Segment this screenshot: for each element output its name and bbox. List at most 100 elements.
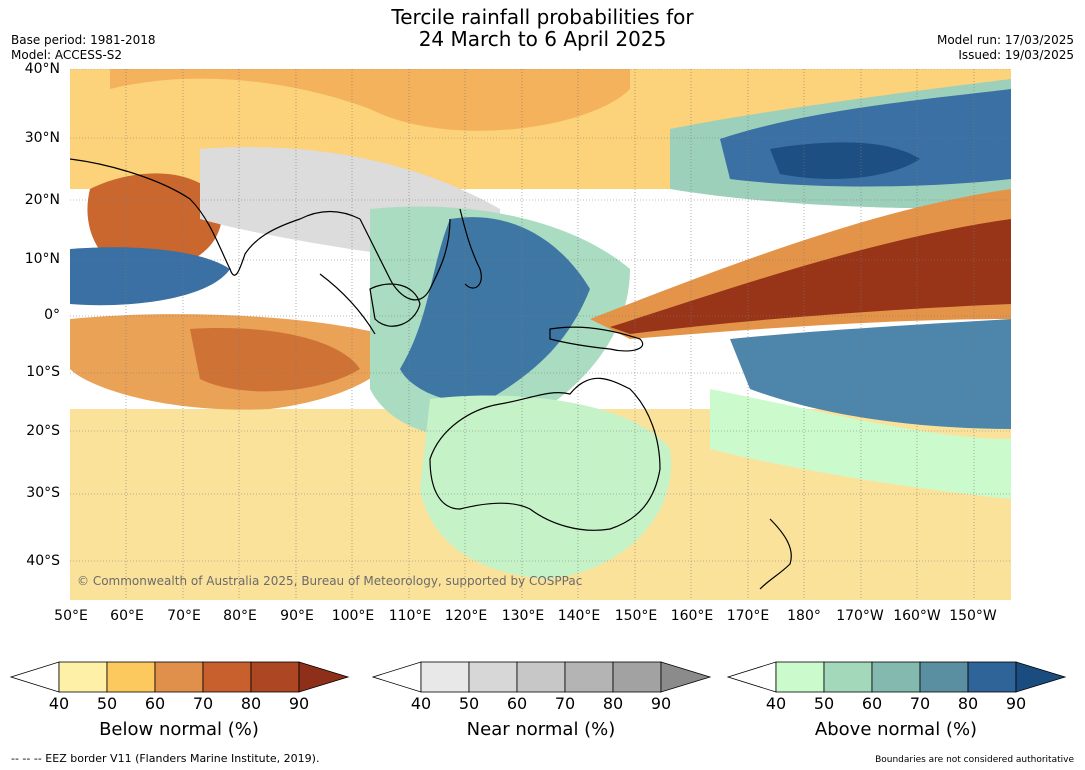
- lat-label: 40°S: [26, 553, 60, 569]
- colorbar-extend-low: [727, 661, 777, 693]
- field-north-deep: [110, 69, 630, 131]
- lon-label: 170°W: [836, 608, 884, 624]
- lon-label: 160°W: [893, 608, 941, 624]
- coast-philippines: [459, 208, 482, 289]
- colorbar-above-svg: [727, 661, 1067, 693]
- colorbar-extend-high: [298, 661, 350, 693]
- lon-label: 170°E: [726, 608, 770, 624]
- colorbar-segment: [154, 661, 204, 693]
- lon-label: 130°E: [501, 608, 545, 624]
- colorbar-segment: [871, 661, 921, 693]
- lat-label: 30°N: [24, 130, 60, 146]
- model-name: Model: ACCESS-S2: [11, 48, 123, 62]
- colorbar-segment: [612, 661, 662, 693]
- colorbar-tick: 60: [506, 694, 528, 713]
- lon-label: 180°: [787, 608, 821, 624]
- lon-label: 150°W: [949, 608, 997, 624]
- colorbar-tick: 90: [650, 694, 672, 713]
- colorbar-extend-high: [1015, 661, 1067, 693]
- colorbar-segment: [823, 661, 873, 693]
- colorbar-near-svg: [372, 661, 712, 693]
- lat-label: 0°: [44, 307, 60, 323]
- colorbar-tick: 70: [909, 694, 931, 713]
- colorbar-tick: 40: [410, 694, 432, 713]
- colorbar-extend-high: [660, 661, 712, 693]
- model-run: Model run: 17/03/2025: [936, 33, 1074, 47]
- coast-borneo: [369, 283, 421, 327]
- colorbar-above: [727, 661, 1067, 693]
- lon-label: 100°E: [331, 608, 375, 624]
- field-sio-brown: [190, 328, 360, 392]
- colorbar-below-svg: [10, 661, 350, 693]
- colorbar-segment: [250, 661, 300, 693]
- colorbar-segment: [58, 661, 108, 693]
- colorbar-tick: 50: [813, 694, 835, 713]
- lon-label: 120°E: [444, 608, 488, 624]
- coastlines: [70, 158, 792, 590]
- lon-label: 80°E: [223, 608, 257, 624]
- lon-label: 90°E: [280, 608, 314, 624]
- colorbar-tick: 90: [1005, 694, 1027, 713]
- lat-label: 10°N: [24, 251, 60, 267]
- colorbar-tick: 70: [554, 694, 576, 713]
- field-npac-dark: [770, 142, 920, 179]
- colorbar-segment: [919, 661, 969, 693]
- field-spac-blue: [730, 319, 1011, 429]
- coast-png: [549, 326, 644, 352]
- colorbar-tick: 60: [144, 694, 166, 713]
- rainfall-map: [70, 69, 1011, 600]
- colorbar-segment: [516, 661, 566, 693]
- colorbar-segment: [202, 661, 252, 693]
- lon-label: 140°E: [557, 608, 601, 624]
- lon-label: 50°E: [54, 608, 88, 624]
- colorbar-title-above: Above normal (%): [814, 719, 978, 740]
- issued-date: Issued: 19/03/2025: [958, 48, 1074, 62]
- colorbar-below: [10, 661, 350, 693]
- colorbar-segment: [420, 661, 470, 693]
- colorbar-tick: 60: [861, 694, 883, 713]
- map-copyright: © Commonwealth of Australia 2025, Bureau…: [77, 574, 583, 588]
- map-title-line2: 24 March to 6 April 2025: [418, 27, 667, 51]
- field-pac-tongue-brown: [610, 219, 1011, 334]
- colorbar-tick: 40: [48, 694, 70, 713]
- colorbar-tick: 70: [192, 694, 214, 713]
- base-period: Base period: 1981-2018: [11, 33, 156, 47]
- colorbar-extend-low: [10, 661, 60, 693]
- meta-left: Base period: 1981-2018 Model: ACCESS-S2: [11, 33, 156, 63]
- colorbar-segment: [468, 661, 518, 693]
- colorbar-tick: 80: [240, 694, 262, 713]
- field-io-blue: [70, 247, 230, 306]
- eez-note: -- -- -- EEZ border V11 (Flanders Marine…: [11, 752, 320, 765]
- colorbar-tick: 40: [765, 694, 787, 713]
- lon-label: 150°E: [614, 608, 658, 624]
- lon-label: 70°E: [167, 608, 201, 624]
- field-mc-blue: [400, 217, 590, 402]
- coast-new-zealand: [759, 518, 792, 590]
- colorbar-segment: [967, 661, 1017, 693]
- lat-label: 30°S: [26, 485, 60, 501]
- colorbar-tick: 90: [288, 694, 310, 713]
- boundaries-note: Boundaries are not considered authoritat…: [875, 755, 1074, 765]
- meta-right: Model run: 17/03/2025 Issued: 19/03/2025: [937, 33, 1074, 63]
- colorbar-tick: 80: [957, 694, 979, 713]
- map-graticule: [70, 69, 1011, 600]
- coast-india: [70, 158, 361, 276]
- coast-sumatra: [319, 273, 376, 335]
- colorbar-segment: [564, 661, 614, 693]
- lat-label: 10°S: [26, 364, 60, 380]
- coast-australia: [429, 377, 661, 531]
- lon-label: 60°E: [110, 608, 144, 624]
- colorbar-tick: 80: [602, 694, 624, 713]
- colorbar-tick: 50: [96, 694, 118, 713]
- map-title-line1: Tercile rainfall probabilities for: [391, 5, 694, 29]
- field-spac-green: [710, 389, 1011, 499]
- colorbar-title-below: Below normal (%): [99, 719, 259, 740]
- lat-label: 20°N: [24, 192, 60, 208]
- rainfall-map-svg: [70, 69, 1011, 600]
- lon-label: 160°E: [670, 608, 714, 624]
- colorbar-tick: 50: [458, 694, 480, 713]
- lat-label: 20°S: [26, 423, 60, 439]
- lon-label: 110°E: [388, 608, 432, 624]
- coast-sea: [359, 218, 451, 301]
- colorbar-title-near: Near normal (%): [466, 719, 616, 740]
